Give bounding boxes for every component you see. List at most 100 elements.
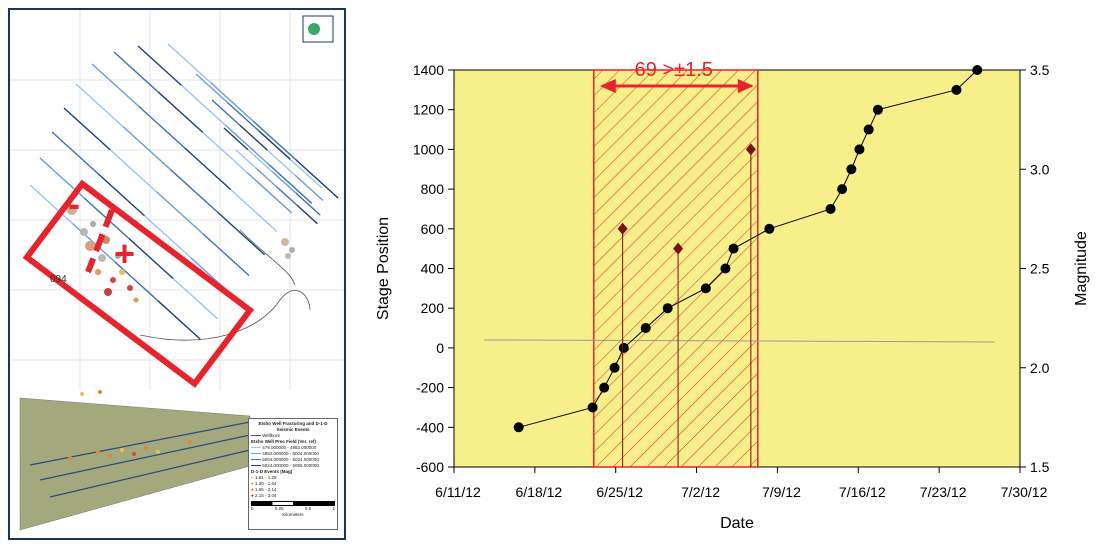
wellbore-segment <box>157 91 204 133</box>
wellbore-segment <box>230 189 278 233</box>
map-figure: - + 094 <box>10 10 344 531</box>
logo-icon <box>308 23 320 35</box>
stage-position-point <box>825 203 836 214</box>
stage-magnitude-chart: -600 -400 -200 0 200 400 600 800 1000 1200 1400 1.5… <box>350 0 1100 550</box>
wellbore-segment <box>235 149 257 169</box>
x-tick-label: 7/16/12 <box>839 484 886 500</box>
wellbore-segment <box>289 158 323 189</box>
stage-position-point <box>700 283 711 294</box>
stage-position-point <box>640 323 651 334</box>
x-tick-label: 6/25/12 <box>596 484 643 500</box>
legend-event: ● 2.15 - 3.04 <box>251 493 277 498</box>
wellbore-segment <box>97 173 145 217</box>
wellbore-segment <box>137 105 185 149</box>
x-tick-label: 6/11/12 <box>435 484 481 500</box>
wellbore-segment <box>169 168 218 213</box>
plus-sign: + <box>114 233 135 274</box>
legend-event: ● 1.65 - 2.14 <box>251 487 277 492</box>
wellbore-segment <box>294 174 324 202</box>
y-tick-label: 800 <box>421 181 445 197</box>
wellbore-segment <box>109 149 157 193</box>
legend-range: 5004.000000 - 5024.000000 <box>251 457 335 463</box>
wellbore-segment <box>181 84 226 126</box>
stage-position-point <box>728 243 739 254</box>
wellbore-segment <box>255 167 278 188</box>
wellbore-segment <box>246 172 293 214</box>
legend-event: ● 1.61 - 1.29 <box>251 475 277 480</box>
stage-position-point <box>951 84 962 95</box>
window-arrow-right-head <box>737 79 754 93</box>
wellbore-segment <box>114 261 159 302</box>
y-tick-label: 400 <box>421 261 445 277</box>
wellbore-segment <box>63 107 111 151</box>
stage-position-point <box>846 164 857 175</box>
x-tick-label: 7/30/12 <box>1001 484 1048 500</box>
legend-range: 479.000000 - 4982.000000 <box>251 445 335 451</box>
y2-tick-label: 3.5 <box>1030 62 1050 78</box>
legend-title: Etsho Well Fracturing and D-1-D Seismic … <box>258 421 328 432</box>
wellbore-segment <box>75 83 124 128</box>
wellbore-segment <box>276 186 298 206</box>
seismic-events <box>67 205 295 303</box>
y2-axis-label: Magnitude <box>1073 231 1090 306</box>
wellbore-segment <box>210 82 254 122</box>
wellbore-segment <box>113 51 159 93</box>
well-label: 094 <box>50 274 67 285</box>
3d-wellbores <box>29 421 251 498</box>
wellbore-segment <box>296 204 318 225</box>
legend-range: 5024.000000 - 5055.000000 <box>251 463 335 469</box>
shaded-window-annotation: 69 >±1.5 <box>635 59 713 81</box>
stage-position-point <box>854 144 865 155</box>
y-tick-label: 1000 <box>413 141 444 157</box>
wellbore-segment <box>295 192 321 216</box>
microseismic-map-panel: - + 094 Etsho Well Fracturing and D-1-D … <box>8 8 346 540</box>
y-tick-label: 0 <box>436 340 444 356</box>
wellbore-curve <box>239 229 296 286</box>
wellbore-segment <box>184 147 232 191</box>
y2-tick-label: 1.5 <box>1030 459 1050 475</box>
stage-position-point <box>662 303 673 314</box>
stage-position-point <box>837 184 848 195</box>
x-axis-label: Date <box>720 515 754 532</box>
y-tick-label: -400 <box>416 419 444 435</box>
window-arrow-left-head <box>599 79 616 93</box>
x-tick-label: 7/23/12 <box>920 484 967 500</box>
wellbore-segment <box>29 184 74 225</box>
map-grid <box>10 10 344 390</box>
wellbore-segment <box>267 149 296 176</box>
wellbore-segment <box>267 163 313 204</box>
wellbore-segment <box>167 43 212 84</box>
wellbore-segment <box>295 159 339 199</box>
stage-position-point <box>764 223 775 234</box>
chart-svg: -600 -400 -200 0 200 400 600 800 1000 1200 1400 1.5… <box>375 59 1090 532</box>
wellbore-segment <box>211 99 241 126</box>
reference-line <box>484 339 995 343</box>
stage-position-point <box>863 124 874 135</box>
magnitude-point <box>673 242 684 255</box>
magnitude-point <box>617 222 628 235</box>
y2-tick-label: 2.0 <box>1030 360 1050 376</box>
y-axis-label: Stage Position <box>375 217 392 320</box>
wellbore-segment <box>157 300 201 340</box>
y-tick-label: -600 <box>416 459 444 475</box>
wellbore-segment <box>202 131 248 174</box>
legend-surface-title: Etsho Well Prec Field (Ver. ref) <box>251 439 316 444</box>
wellbore-segment <box>258 130 291 160</box>
y-tick-label: 600 <box>421 221 445 237</box>
shaded-window <box>593 69 759 468</box>
fault-dashed-line <box>85 208 115 274</box>
wellbore-segment <box>172 278 219 320</box>
stage-position-point <box>872 104 883 115</box>
highlight-frame <box>22 179 255 388</box>
wellbore-segment <box>247 149 273 173</box>
stage-position-point <box>587 402 598 413</box>
y2-tick-label: 3.0 <box>1030 161 1050 177</box>
company-logo <box>302 15 334 43</box>
stage-position-point <box>609 362 620 373</box>
wellbore-segment <box>195 73 228 103</box>
y-tick-label: 1200 <box>413 102 444 118</box>
x-tick-label: 6/18/12 <box>515 484 562 500</box>
legend-scale-unit: Kilometers <box>282 512 304 517</box>
stage-position-point <box>513 422 524 433</box>
wellbore-segment <box>271 171 297 194</box>
